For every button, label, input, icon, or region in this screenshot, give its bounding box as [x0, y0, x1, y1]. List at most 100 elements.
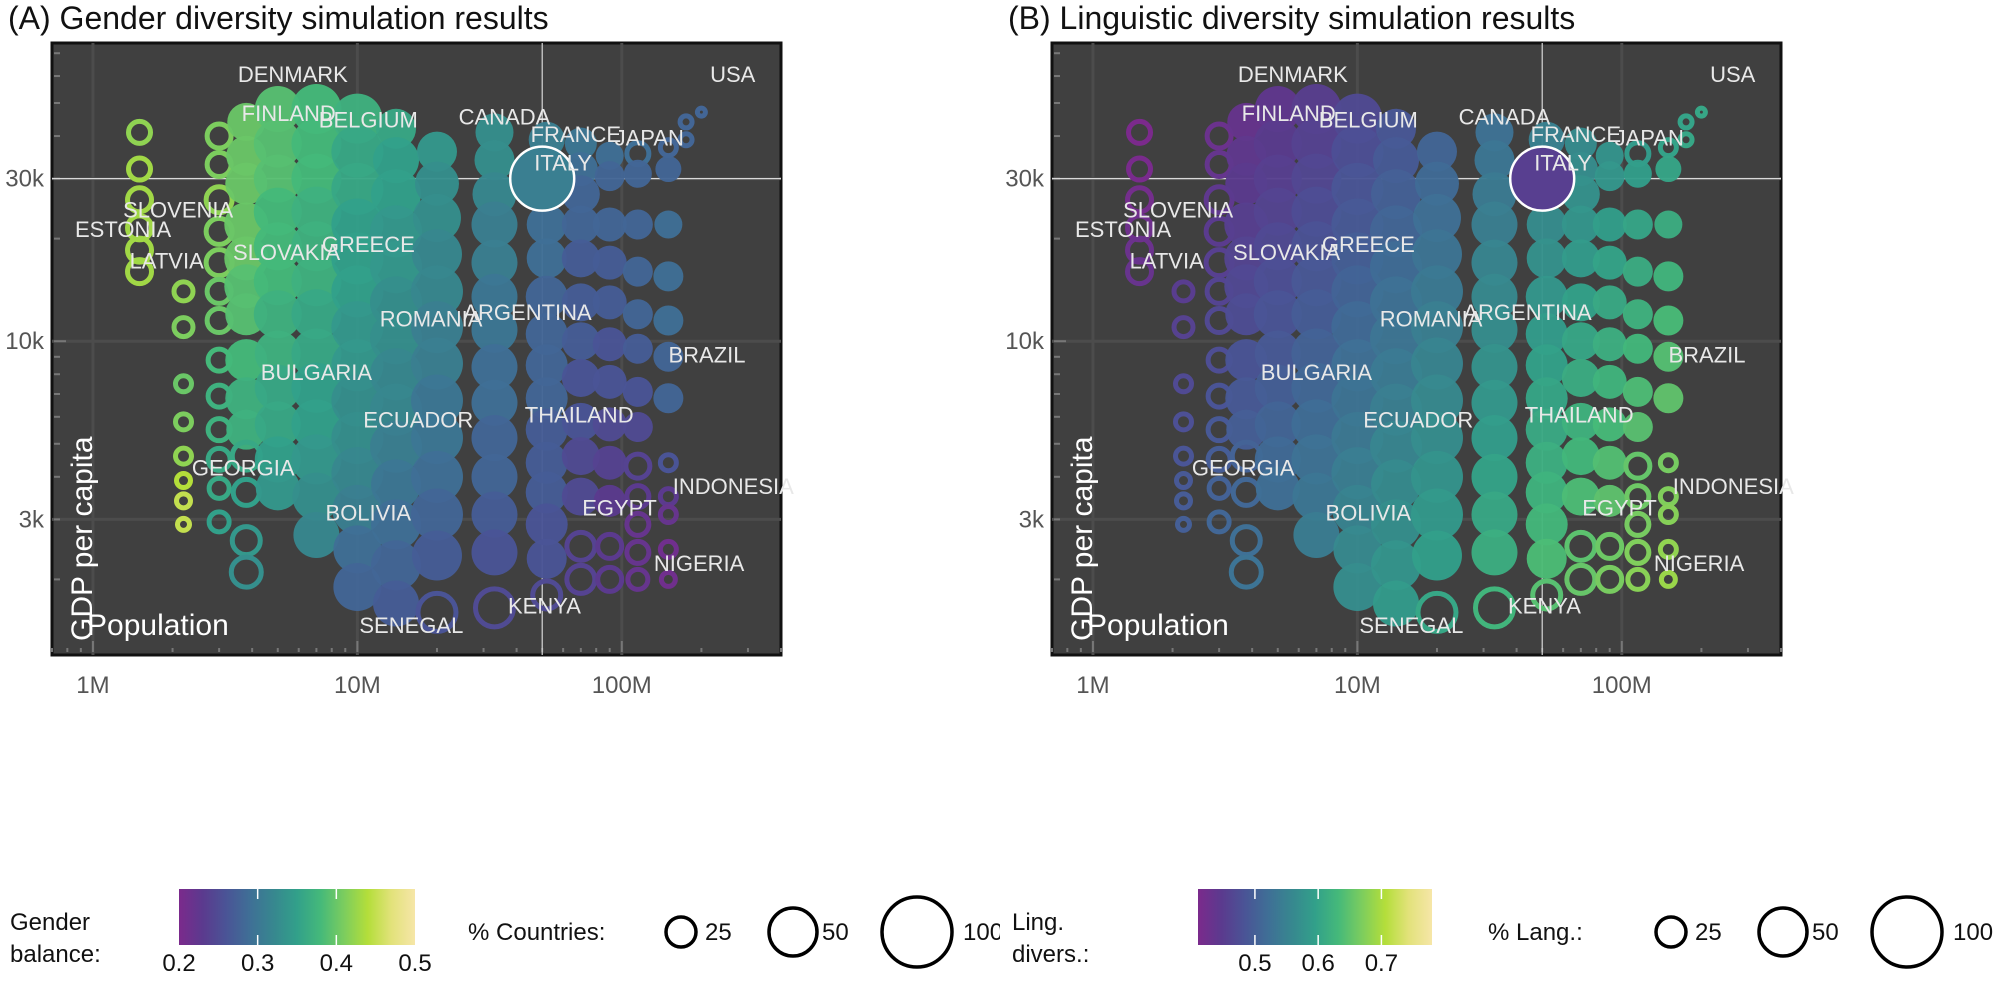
- data-point-hollow: [173, 373, 195, 395]
- data-point: [333, 525, 382, 574]
- data-point-hollow: [174, 471, 194, 491]
- data-point-hollow: [173, 445, 195, 467]
- data-point: [1410, 265, 1463, 318]
- data-point: [471, 491, 518, 538]
- data-point-hollow: [564, 562, 598, 596]
- size-legend-label: 50: [1812, 919, 1839, 946]
- data-point: [1526, 238, 1567, 279]
- x-tick-label: 1M: [76, 672, 109, 699]
- data-point: [1414, 161, 1459, 206]
- data-point-hollow: [623, 451, 653, 481]
- size-legend-circle: [1757, 906, 1809, 958]
- y-tick-label: 3k: [1019, 506, 1045, 533]
- data-point-hollow: [657, 504, 679, 526]
- data-point-hollow: [1173, 411, 1195, 433]
- data-point: [1253, 290, 1302, 339]
- data-point: [654, 210, 683, 239]
- data-point: [1370, 205, 1423, 258]
- data-point: [370, 276, 423, 329]
- data-point: [592, 364, 627, 399]
- data-point: [471, 379, 518, 426]
- data-point: [592, 327, 627, 362]
- data-point: [370, 383, 423, 436]
- data-point: [1525, 377, 1568, 420]
- data-point-hollow: [677, 131, 695, 149]
- data-point-hollow: [530, 578, 564, 612]
- data-point: [1331, 447, 1384, 500]
- data-point: [1561, 205, 1600, 244]
- data-point-hollow: [1657, 452, 1679, 474]
- data-point: [1622, 376, 1653, 407]
- data-point-hollow: [564, 529, 598, 563]
- data-point: [1592, 364, 1627, 399]
- y-axis-title: GDP per capita: [66, 436, 99, 641]
- data-point: [1410, 374, 1463, 427]
- data-point: [291, 362, 342, 413]
- data-point: [1376, 108, 1417, 149]
- country-label: SLOVENIA: [1123, 197, 1233, 222]
- data-point: [1561, 283, 1600, 322]
- y-tick-label: 30k: [5, 166, 45, 193]
- markers: [125, 84, 708, 634]
- data-point: [1371, 499, 1422, 550]
- data-point: [1525, 471, 1568, 514]
- data-point: [1410, 301, 1463, 354]
- data-point: [1622, 209, 1653, 240]
- country-label: JAPAN: [1615, 126, 1684, 151]
- country-label: INDONESIA: [1673, 474, 1794, 499]
- size-legend-circle: [767, 906, 819, 958]
- data-point-hollow: [1174, 491, 1194, 511]
- data-point: [1411, 229, 1462, 280]
- data-point: [1410, 450, 1463, 503]
- data-point: [371, 459, 422, 510]
- data-point: [623, 159, 652, 188]
- country-label: GEORGIA: [1192, 455, 1295, 480]
- data-point: [1291, 289, 1342, 340]
- color-legend-title: Gender: [10, 909, 90, 936]
- data-point: [1410, 488, 1463, 541]
- data-point: [1623, 159, 1652, 188]
- size-legend-circle: [1654, 915, 1688, 949]
- data-point-hollow: [595, 564, 625, 594]
- data-point: [291, 434, 342, 485]
- data-point: [653, 305, 684, 336]
- data-point: [1561, 322, 1600, 361]
- data-point: [1593, 484, 1626, 517]
- data-point-hollow: [174, 491, 194, 511]
- data-point: [370, 420, 423, 473]
- data-point-hollow: [203, 184, 235, 216]
- data-point-hollow: [1126, 155, 1154, 183]
- data-point: [1471, 379, 1518, 426]
- data-point-hollow: [1657, 137, 1679, 159]
- data-point: [371, 169, 422, 220]
- data-point: [561, 358, 600, 397]
- data-point-hollow: [658, 569, 678, 589]
- color-legend-title: Ling.: [1012, 909, 1064, 936]
- data-point: [564, 127, 597, 160]
- data-point: [561, 239, 600, 278]
- y-tick-label: 3k: [19, 506, 45, 533]
- data-point: [291, 289, 342, 340]
- data-point-hollow: [228, 554, 264, 590]
- data-point: [371, 540, 422, 591]
- colorbar-tick-label: 0.6: [1301, 950, 1334, 977]
- data-point: [1471, 344, 1518, 391]
- data-point-hollow: [1564, 562, 1598, 596]
- data-point: [410, 337, 463, 390]
- data-point: [1332, 484, 1383, 535]
- x-tick-label: 10M: [1334, 672, 1381, 699]
- data-point-hollow: [624, 510, 652, 538]
- country-label: ECUADOR: [363, 408, 473, 433]
- data-point-hollow: [657, 137, 679, 159]
- country-label: EGYPT: [582, 496, 657, 521]
- data-point: [1291, 328, 1342, 379]
- country-label: ESTONIA: [1075, 217, 1172, 242]
- panel-title: (A) Gender diversity simulation results: [8, 0, 549, 36]
- data-point: [622, 376, 653, 407]
- data-point: [1592, 445, 1627, 480]
- country-label: ESTONIA: [75, 217, 172, 242]
- color-legend-title: divers.:: [1012, 941, 1089, 968]
- data-point: [474, 140, 515, 181]
- data-point: [526, 204, 567, 245]
- data-point-hollow: [1229, 524, 1263, 558]
